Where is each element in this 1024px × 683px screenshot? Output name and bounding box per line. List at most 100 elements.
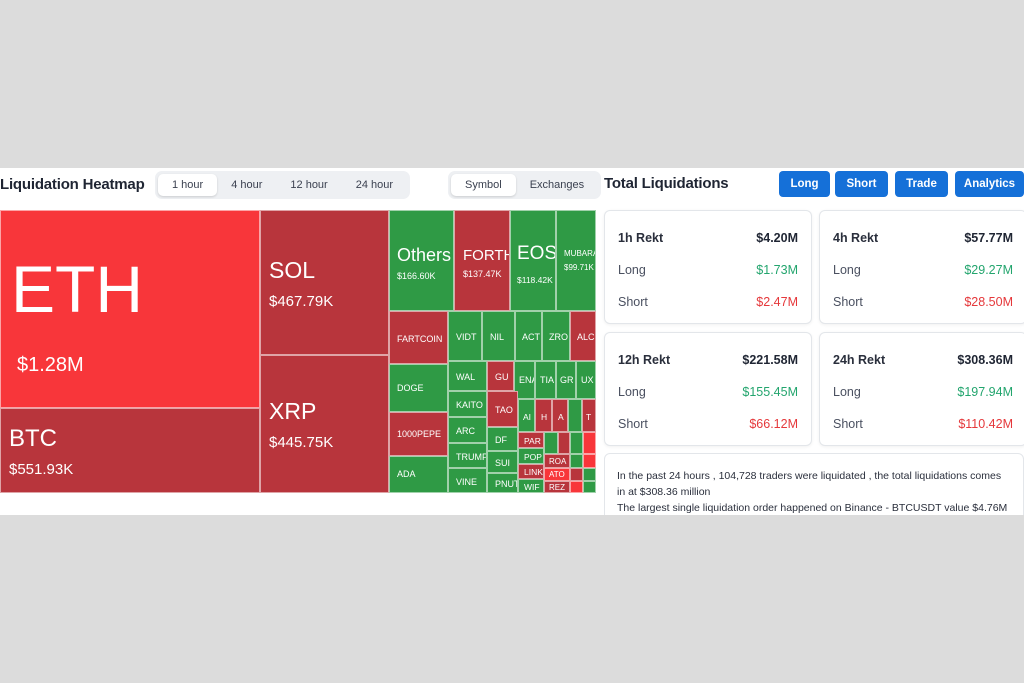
short-label: Short bbox=[833, 295, 863, 309]
tile-green-small[interactable] bbox=[568, 399, 582, 432]
tile-value: $445.75K bbox=[269, 434, 334, 451]
tile-others[interactable]: Others $166.60K bbox=[389, 210, 454, 311]
tile-value: $467.79K bbox=[269, 293, 334, 310]
tile-btc[interactable]: BTC $551.93K bbox=[0, 408, 260, 493]
card-12h-rekt: 12h Rekt $221.58M Long $155.45M Short $66.1… bbox=[604, 332, 812, 446]
tile-small[interactable] bbox=[583, 454, 596, 468]
tile-symbol: ROA bbox=[549, 457, 567, 466]
card-label: 1h Rekt bbox=[618, 231, 664, 245]
tile-mubarak[interactable]: MUBARAK $99.71K bbox=[556, 210, 596, 311]
tile-symbol: 1000PEPE bbox=[397, 429, 442, 439]
tile-sol[interactable]: SOL $467.79K bbox=[260, 210, 389, 355]
tile-symbol: BTC bbox=[9, 425, 57, 452]
tile-nil[interactable]: NIL bbox=[482, 311, 515, 361]
tile-symbol: GU bbox=[495, 372, 509, 382]
long-value: $197.94M bbox=[957, 385, 1013, 399]
tile-symbol: T bbox=[586, 412, 592, 422]
card-total: $4.20M bbox=[756, 231, 798, 245]
tile-gr[interactable]: GR bbox=[556, 361, 576, 399]
tile-par[interactable]: PAR bbox=[518, 432, 544, 448]
tile-tao[interactable]: TAO bbox=[487, 391, 518, 427]
tile-ai[interactable]: AI bbox=[518, 399, 535, 432]
tile-vidt[interactable]: VIDT bbox=[448, 311, 482, 361]
tab-exchanges[interactable]: Exchanges bbox=[529, 179, 585, 191]
tile-ada[interactable]: ADA bbox=[389, 456, 448, 493]
tile-symbol: VINE bbox=[456, 477, 478, 487]
tile-symbol: VIDT bbox=[456, 332, 477, 342]
view-selector: Symbol Exchanges bbox=[448, 171, 602, 199]
tile-pnut[interactable]: PNUT bbox=[487, 473, 518, 493]
trade-button[interactable]: Trade bbox=[895, 171, 948, 197]
tile-fartcoin[interactable]: FARTCOIN bbox=[389, 311, 448, 364]
tile-small[interactable] bbox=[583, 481, 596, 493]
tile-a[interactable]: A bbox=[552, 399, 568, 432]
tile-symbol: POP bbox=[524, 452, 542, 462]
tile-symbol: H bbox=[541, 412, 548, 422]
tile-df[interactable]: DF bbox=[487, 427, 518, 451]
tile-small[interactable] bbox=[570, 454, 583, 468]
tile-value: $551.93K bbox=[9, 461, 74, 478]
tile-1000pepe[interactable]: 1000PEPE bbox=[389, 412, 448, 456]
tile-xrp[interactable]: XRP $445.75K bbox=[260, 355, 389, 493]
tile-symbol: DOGE bbox=[397, 383, 424, 393]
tile-act[interactable]: ACT bbox=[515, 311, 542, 361]
tab-1-hour[interactable]: 1 hour bbox=[158, 174, 218, 196]
tile-tia[interactable]: TIA bbox=[535, 361, 556, 399]
tile-doge[interactable]: DOGE bbox=[389, 364, 448, 412]
long-label: Long bbox=[833, 385, 861, 399]
tile-small[interactable] bbox=[583, 468, 596, 481]
tab-12-hour[interactable]: 12 hour bbox=[290, 179, 328, 191]
tile-zro[interactable]: ZRO bbox=[542, 311, 570, 361]
tab-4-hour[interactable]: 4 hour bbox=[231, 179, 263, 191]
tab-symbol[interactable]: Symbol bbox=[451, 174, 516, 196]
card-total: $221.58M bbox=[742, 353, 798, 367]
tile-symbol: ZRO bbox=[549, 332, 568, 342]
tile-vine[interactable]: VINE bbox=[448, 468, 487, 493]
tile-pop[interactable]: POP bbox=[518, 448, 544, 464]
tile-t[interactable]: T bbox=[582, 399, 596, 432]
tile-kaito[interactable]: KAITO bbox=[448, 391, 487, 417]
tile-h[interactable]: H bbox=[535, 399, 552, 432]
tile-small[interactable] bbox=[583, 432, 596, 454]
time-range-selector: 1 hour 4 hour 12 hour 24 hour bbox=[155, 171, 411, 199]
tile-symbol: ACT bbox=[522, 332, 540, 342]
tile-small[interactable] bbox=[544, 432, 558, 454]
long-button[interactable]: Long bbox=[779, 171, 830, 197]
tile-link[interactable]: LINK bbox=[518, 464, 544, 479]
tile-eos[interactable]: EOS $118.42K bbox=[510, 210, 556, 311]
long-label: Long bbox=[618, 263, 646, 277]
tile-ux[interactable]: UX bbox=[576, 361, 596, 399]
tile-small[interactable] bbox=[570, 432, 583, 454]
tile-rez[interactable]: REZ bbox=[544, 481, 570, 493]
summary-line: The largest single liquidation order hap… bbox=[617, 502, 1008, 514]
analytics-button[interactable]: Analytics bbox=[955, 171, 1024, 197]
short-value: $66.12M bbox=[749, 417, 798, 431]
tile-symbol: FARTCOIN bbox=[397, 334, 443, 344]
tile-small[interactable] bbox=[570, 481, 583, 493]
tile-roa[interactable]: ROA bbox=[544, 454, 570, 468]
tile-ato[interactable]: ATO bbox=[544, 468, 570, 481]
tile-small[interactable] bbox=[570, 468, 583, 481]
short-value: $2.47M bbox=[756, 295, 798, 309]
tile-wif[interactable]: WIF bbox=[518, 479, 544, 493]
tile-sui[interactable]: SUI bbox=[487, 451, 518, 473]
tile-symbol: ALC bbox=[577, 332, 595, 342]
short-label: Short bbox=[618, 417, 648, 431]
card-label: 4h Rekt bbox=[833, 231, 879, 245]
tile-ena[interactable]: ENA bbox=[514, 361, 535, 399]
card-total: $308.36M bbox=[957, 353, 1013, 367]
card-1h-rekt: 1h Rekt $4.20M Long $1.73M Short $2.47M bbox=[604, 210, 812, 324]
tile-eth[interactable]: ETH $1.28M bbox=[0, 210, 260, 408]
tile-forth[interactable]: FORTH $137.47K bbox=[454, 210, 510, 311]
tile-small[interactable] bbox=[558, 432, 570, 454]
tile-arc[interactable]: ARC bbox=[448, 417, 487, 443]
short-button[interactable]: Short bbox=[835, 171, 888, 197]
liquidation-panel: Liquidation Heatmap 1 hour 4 hour 12 hou… bbox=[0, 168, 1024, 515]
tile-wal[interactable]: WAL bbox=[448, 361, 487, 391]
tile-symbol: GR bbox=[560, 375, 574, 385]
tile-gu[interactable]: GU bbox=[487, 361, 514, 391]
tab-24-hour[interactable]: 24 hour bbox=[355, 179, 394, 191]
tile-alc[interactable]: ALC bbox=[570, 311, 596, 361]
tile-trump[interactable]: TRUMP bbox=[448, 443, 487, 468]
tile-symbol: TIA bbox=[540, 375, 555, 385]
